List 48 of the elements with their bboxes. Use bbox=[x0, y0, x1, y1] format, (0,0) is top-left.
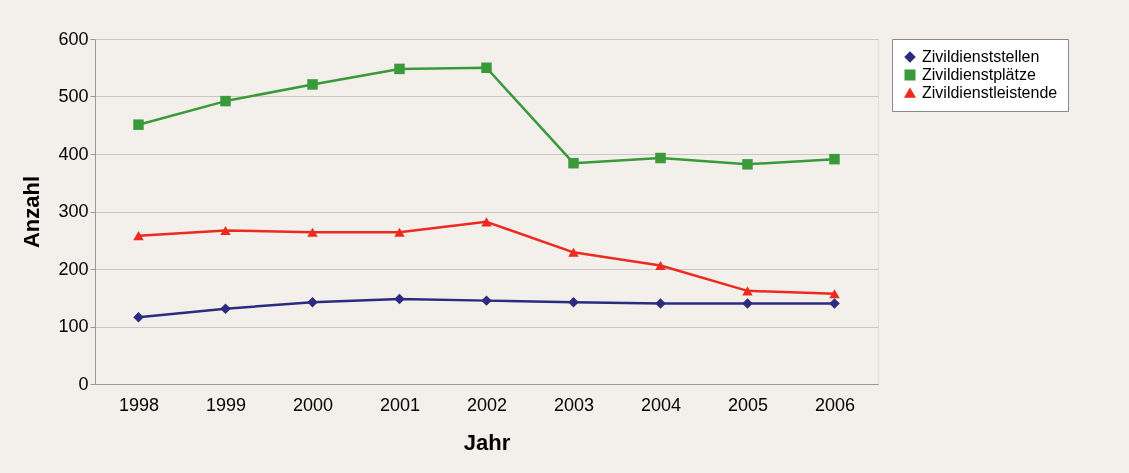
x-axis-title: Jahr bbox=[463, 429, 511, 455]
point bbox=[394, 63, 405, 75]
point bbox=[481, 295, 492, 306]
legend-label: Zivildienstplätze bbox=[922, 66, 1036, 83]
x-tick-label: 2000 bbox=[292, 394, 334, 415]
y-tick-label: 500 bbox=[58, 86, 89, 106]
point bbox=[394, 293, 405, 305]
point bbox=[394, 227, 405, 237]
x-tick-label: 2002 bbox=[466, 394, 508, 415]
x-tick-label: 1998 bbox=[118, 394, 160, 415]
point bbox=[307, 227, 318, 237]
point bbox=[307, 297, 318, 308]
y-tick-label: 200 bbox=[58, 258, 89, 279]
x-tick-label: 2004 bbox=[640, 394, 682, 415]
point bbox=[220, 303, 231, 314]
point bbox=[742, 159, 753, 170]
point bbox=[481, 62, 492, 73]
point bbox=[742, 298, 753, 309]
point bbox=[568, 297, 579, 308]
point bbox=[220, 95, 231, 107]
point bbox=[133, 312, 144, 323]
y-tick-label: 600 bbox=[58, 28, 89, 49]
point bbox=[133, 119, 144, 130]
point bbox=[655, 152, 666, 164]
point bbox=[307, 79, 318, 90]
x-tick-label: 2001 bbox=[379, 394, 421, 415]
point bbox=[568, 157, 579, 169]
y-axis-title: Anzahl bbox=[19, 175, 45, 249]
point bbox=[655, 261, 666, 271]
legend-label: Zivildienststellen bbox=[922, 48, 1040, 65]
y-tick-label: 100 bbox=[58, 316, 89, 336]
point bbox=[829, 298, 840, 309]
point bbox=[829, 289, 840, 299]
point bbox=[829, 153, 840, 165]
point bbox=[568, 247, 579, 257]
legend-label: Zivildienstleistende bbox=[922, 84, 1058, 101]
y-tick-label: 300 bbox=[58, 201, 89, 221]
point bbox=[481, 217, 492, 227]
x-tick-label: 1999 bbox=[205, 394, 247, 415]
y-tick-label: 0 bbox=[78, 373, 89, 394]
point bbox=[220, 225, 231, 236]
x-tick-label: 2006 bbox=[814, 394, 856, 415]
point bbox=[742, 286, 753, 296]
x-tick-label: 2003 bbox=[553, 394, 595, 415]
y-tick-label: 400 bbox=[58, 143, 89, 164]
point bbox=[655, 298, 666, 309]
x-tick-label: 2005 bbox=[727, 394, 769, 415]
point bbox=[133, 231, 144, 241]
